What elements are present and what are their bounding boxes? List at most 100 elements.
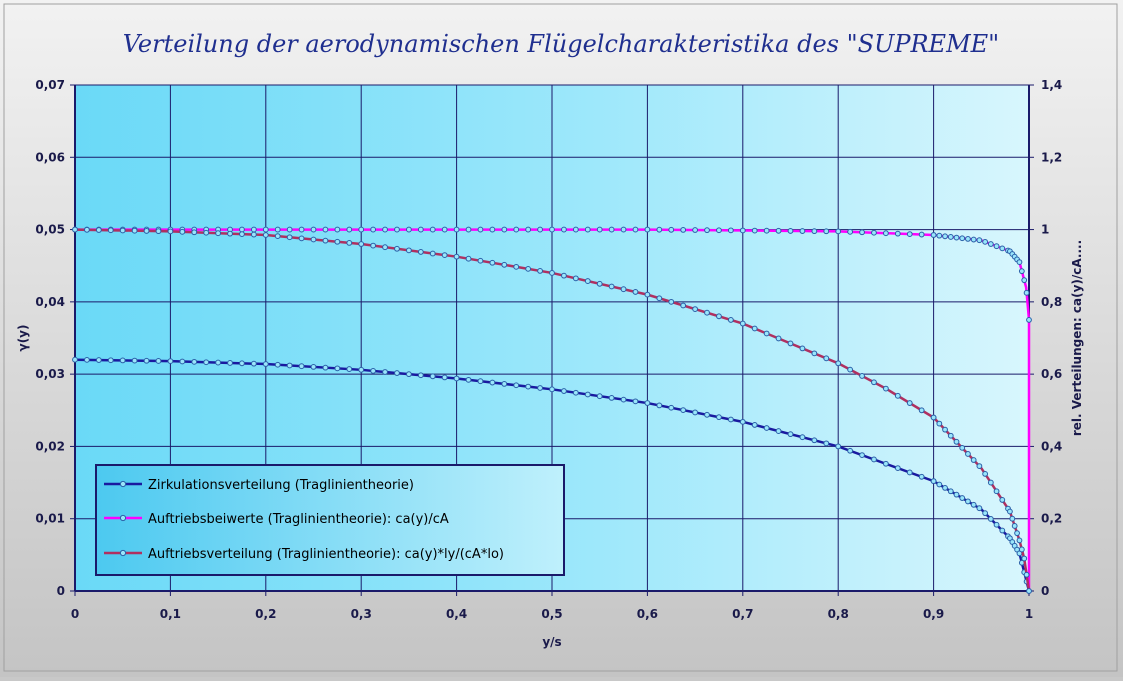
series-marker-1 xyxy=(537,385,543,391)
series-marker-1 xyxy=(668,404,675,411)
series-marker-2 xyxy=(608,226,615,233)
series-marker-1 xyxy=(947,488,954,495)
series-marker-1 xyxy=(987,516,994,522)
series-marker-1 xyxy=(584,391,591,398)
x-tick-label: 1 xyxy=(1025,607,1033,621)
series-marker-2 xyxy=(334,226,341,233)
series-marker-1 xyxy=(799,434,806,441)
x-tick-label: 0,5 xyxy=(541,607,562,621)
series-marker-1 xyxy=(894,465,901,472)
series-marker-3 xyxy=(739,320,746,327)
series-marker-3 xyxy=(346,240,353,246)
series-marker-3 xyxy=(513,263,520,270)
series-marker-1 xyxy=(847,447,854,454)
series-marker-2 xyxy=(310,226,317,233)
series-marker-3 xyxy=(953,438,960,445)
series-marker-1 xyxy=(239,360,245,367)
series-marker-3 xyxy=(982,471,989,477)
x-tick-label: 0 xyxy=(71,607,79,621)
series-marker-1 xyxy=(942,484,948,491)
series-marker-1 xyxy=(286,362,293,369)
series-marker-1 xyxy=(191,358,198,365)
legend-marker-3 xyxy=(119,549,127,557)
series-marker-3 xyxy=(930,414,937,421)
series-marker-2 xyxy=(584,226,591,233)
series-marker-2 xyxy=(525,226,532,233)
series-marker-2 xyxy=(727,227,734,234)
chart-frame xyxy=(3,3,1118,672)
series-marker-2 xyxy=(993,243,1000,250)
series-marker-2 xyxy=(763,227,770,234)
series-marker-3 xyxy=(680,302,687,309)
series-marker-3 xyxy=(477,257,484,264)
series-marker-1 xyxy=(441,374,448,381)
series-marker-1 xyxy=(561,388,567,394)
series-marker-2 xyxy=(1018,268,1025,275)
series-marker-1 xyxy=(131,357,138,364)
series-marker-1 xyxy=(704,411,710,418)
series-marker-3 xyxy=(763,330,770,337)
series-marker-2 xyxy=(823,228,830,235)
y-tick-label: 0,04 xyxy=(35,295,65,309)
x-tick-label: 0,4 xyxy=(446,607,467,621)
series-marker-2 xyxy=(441,226,448,233)
series-marker-1 xyxy=(656,402,663,409)
series-marker-1 xyxy=(620,396,627,403)
series-marker-2 xyxy=(406,226,412,233)
series-marker-1 xyxy=(394,370,400,376)
series-marker-1 xyxy=(346,366,353,372)
series-marker-1 xyxy=(999,527,1006,534)
series-marker-1 xyxy=(823,440,830,447)
series-marker-3 xyxy=(596,280,603,287)
y-tick-label: 0 xyxy=(57,584,65,598)
series-marker-1 xyxy=(107,357,114,364)
series-marker-1 xyxy=(835,443,842,450)
series-marker-1 xyxy=(727,416,734,423)
x-tick-label: 0,6 xyxy=(637,607,658,621)
series-marker-3 xyxy=(894,392,901,399)
series-marker-2 xyxy=(965,236,971,242)
series-marker-1 xyxy=(262,361,269,367)
series-marker-1 xyxy=(859,452,865,459)
series-marker-3 xyxy=(72,226,78,233)
series-marker-2 xyxy=(358,226,365,233)
series-marker-3 xyxy=(859,373,865,379)
series-marker-2 xyxy=(976,237,983,244)
series-marker-3 xyxy=(1021,555,1028,562)
series-marker-2 xyxy=(787,228,794,234)
legend-marker-2 xyxy=(119,514,127,522)
series-marker-3 xyxy=(987,479,994,486)
series-marker-3 xyxy=(286,234,293,241)
series-marker-3 xyxy=(787,340,794,347)
series-marker-3 xyxy=(394,245,400,252)
y2-tick-label: 0,8 xyxy=(1041,295,1062,309)
series-marker-3 xyxy=(692,306,698,312)
series-marker-2 xyxy=(644,226,651,233)
series-marker-1 xyxy=(775,428,782,434)
series-marker-1 xyxy=(143,357,150,364)
series-marker-1 xyxy=(525,383,532,390)
series-marker-2 xyxy=(429,226,436,233)
series-marker-2 xyxy=(501,226,508,233)
series-marker-2 xyxy=(970,236,977,243)
series-marker-2 xyxy=(1021,277,1028,284)
y2-tick-label: 1 xyxy=(1041,223,1049,237)
series-marker-2 xyxy=(959,235,966,242)
legend-box xyxy=(95,464,565,576)
x-tick-label: 0,9 xyxy=(923,607,944,621)
series-marker-2 xyxy=(936,232,943,239)
legend: Zirkulationsverteilung (Traglinientheori… xyxy=(95,464,565,576)
series-marker-2 xyxy=(394,226,400,233)
series-marker-3 xyxy=(871,379,877,386)
series-marker-1 xyxy=(692,409,698,416)
series-marker-3 xyxy=(179,228,186,235)
series-marker-3 xyxy=(131,227,138,234)
series-marker-1 xyxy=(382,369,388,375)
series-marker-1 xyxy=(871,456,877,463)
series-marker-3 xyxy=(1009,515,1016,522)
series-marker-2 xyxy=(835,228,842,235)
series-marker-1 xyxy=(596,393,603,400)
series-marker-2 xyxy=(871,229,877,236)
series-marker-2 xyxy=(656,226,663,233)
series-marker-3 xyxy=(84,226,90,233)
